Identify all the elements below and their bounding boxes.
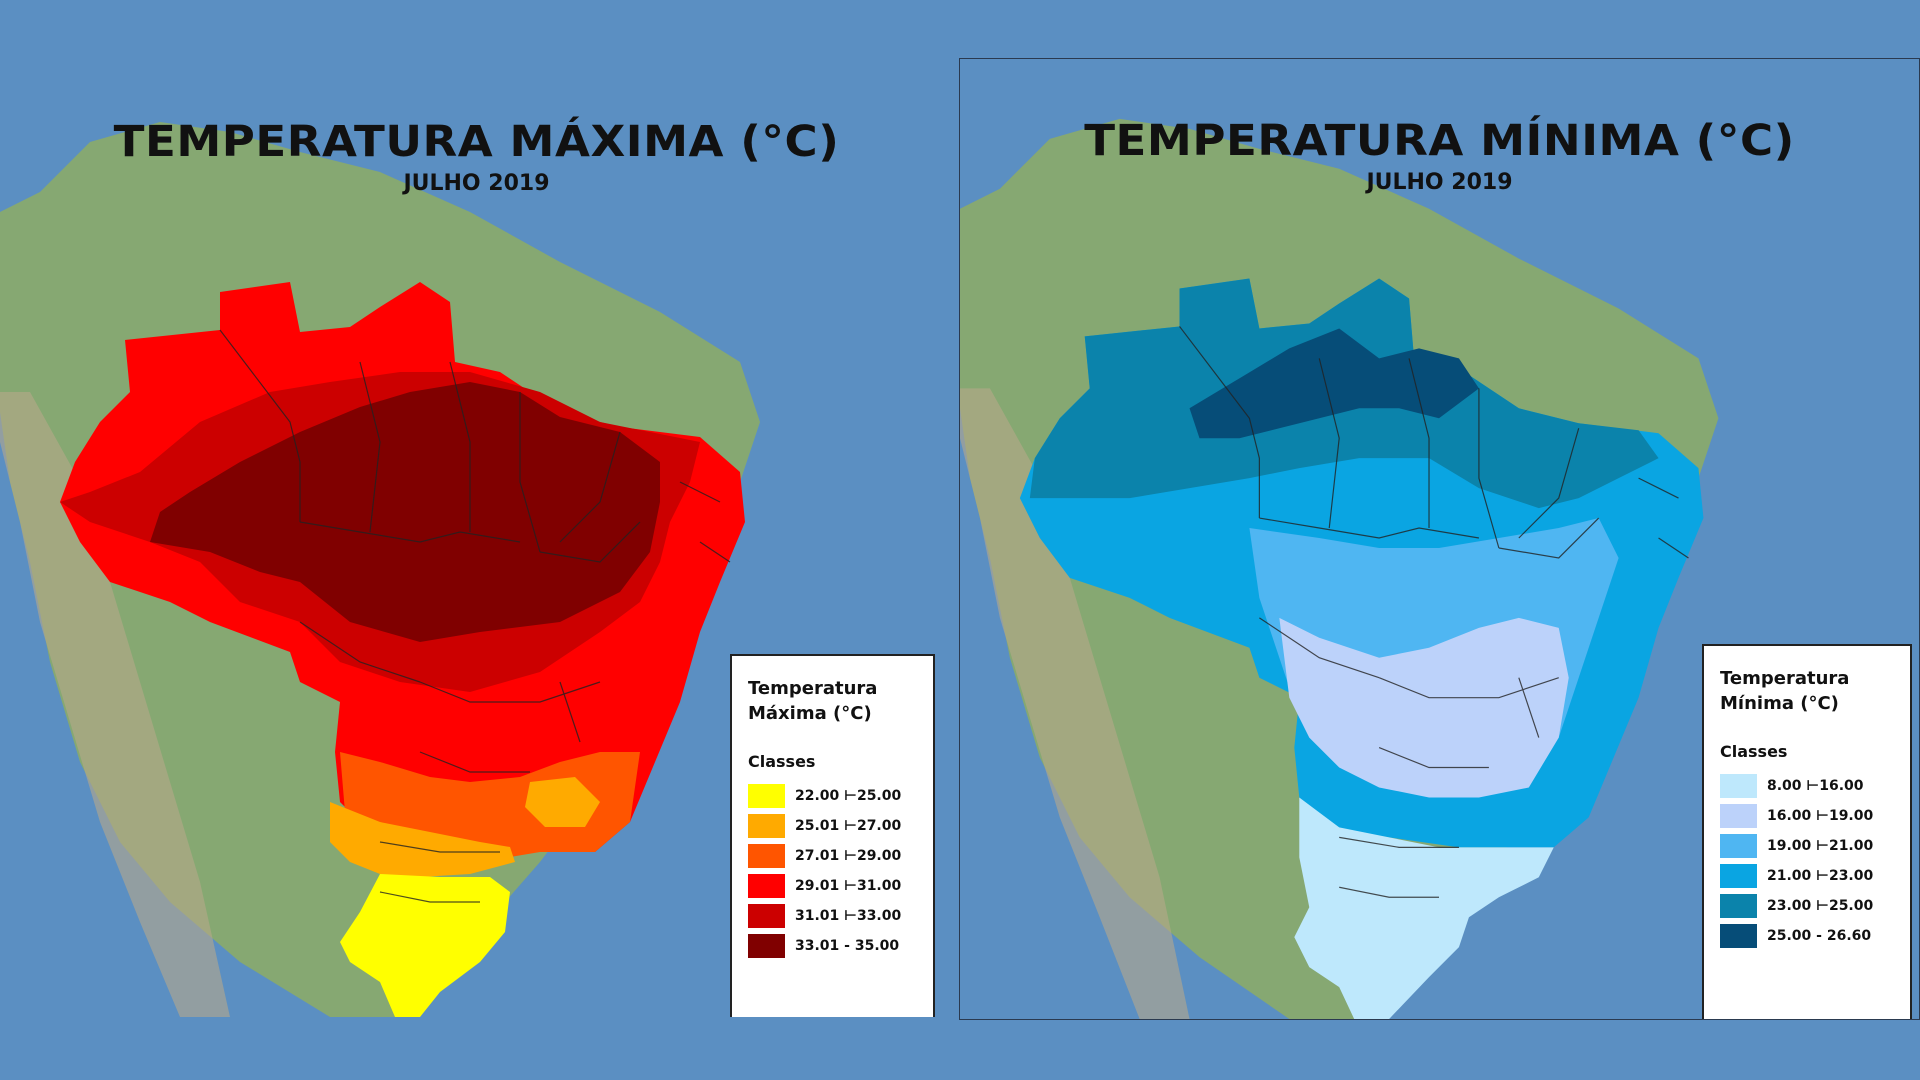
region-16-19 bbox=[1279, 617, 1569, 798]
min-legend-title-line1: Temperatura bbox=[1720, 668, 1850, 689]
max-legend-row: 27.01 ⊢29.00 bbox=[748, 841, 917, 871]
legend-range-label: 33.01 - 35.00 bbox=[795, 938, 900, 954]
legend-range-label: 25.00 - 26.60 bbox=[1767, 928, 1872, 944]
legend-swatch bbox=[1720, 834, 1757, 858]
legend-swatch bbox=[1720, 864, 1757, 888]
legend-range-label: 8.00 ⊢16.00 bbox=[1767, 778, 1864, 794]
min-legend-row: 8.00 ⊢16.00 bbox=[1720, 771, 1894, 801]
state-borders bbox=[1179, 326, 1689, 898]
region-33-35 bbox=[150, 382, 660, 642]
legend-range-label: 29.01 ⊢31.00 bbox=[795, 878, 902, 894]
legend-swatch bbox=[748, 844, 785, 868]
min-title-block: TEMPERATURA MÍNIMA (°C) JULHO 2019 bbox=[960, 116, 1919, 195]
min-map-title: TEMPERATURA MÍNIMA (°C) bbox=[1084, 116, 1795, 166]
legend-swatch bbox=[748, 904, 785, 928]
max-legend-row: 25.01 ⊢27.00 bbox=[748, 811, 917, 841]
legend-range-label: 27.01 ⊢29.00 bbox=[795, 848, 902, 864]
legend-swatch bbox=[1720, 804, 1757, 828]
legend-range-label: 16.00 ⊢19.00 bbox=[1767, 808, 1874, 824]
andes-relief bbox=[0, 392, 230, 1017]
max-legend-row: 31.01 ⊢33.00 bbox=[748, 901, 917, 931]
min-legend-row: 16.00 ⊢19.00 bbox=[1720, 801, 1894, 831]
min-legend-title-line2: Mínima (°C) bbox=[1720, 693, 1839, 714]
legend-range-label: 25.01 ⊢27.00 bbox=[795, 818, 902, 834]
max-legend-title-line2: Máxima (°C) bbox=[748, 703, 872, 724]
max-map-subtitle: JULHO 2019 bbox=[403, 171, 550, 196]
min-legend-classes-label: Classes bbox=[1720, 742, 1788, 761]
min-legend-row: 25.00 - 26.60 bbox=[1720, 921, 1894, 951]
legend-swatch bbox=[1720, 924, 1757, 948]
legend-swatch bbox=[748, 784, 785, 808]
legend-range-label: 23.00 ⊢25.00 bbox=[1767, 898, 1874, 914]
legend-swatch bbox=[748, 934, 785, 958]
max-legend-classes-label: Classes bbox=[748, 752, 816, 771]
legend-swatch bbox=[748, 814, 785, 838]
legend-range-label: 22.00 ⊢25.00 bbox=[795, 788, 902, 804]
legend-range-label: 21.00 ⊢23.00 bbox=[1767, 868, 1874, 884]
min-temperature-map-panel: TEMPERATURA MÍNIMA (°C) JULHO 2019 Tempe… bbox=[959, 58, 1920, 1020]
legend-swatch bbox=[1720, 774, 1757, 798]
max-map-title: TEMPERATURA MÁXIMA (°C) bbox=[113, 117, 840, 167]
region-22-25 bbox=[340, 874, 510, 1017]
max-temperature-map bbox=[0, 62, 953, 1017]
min-temperature-map bbox=[960, 59, 1919, 1019]
state-borders bbox=[219, 329, 731, 903]
region-25-26.6 bbox=[1189, 328, 1479, 439]
region-8-16 bbox=[1294, 797, 1554, 1019]
legend-swatch bbox=[1720, 894, 1757, 918]
max-legend-row: 29.01 ⊢31.00 bbox=[748, 871, 917, 901]
legend-range-label: 31.01 ⊢33.00 bbox=[795, 908, 902, 924]
max-legend-row: 22.00 ⊢25.00 bbox=[748, 781, 917, 811]
min-legend-row: 23.00 ⊢25.00 bbox=[1720, 891, 1894, 921]
legend-swatch bbox=[748, 874, 785, 898]
min-map-subtitle: JULHO 2019 bbox=[1366, 170, 1513, 195]
min-legend: Temperatura Mínima (°C) Classes 8.00 ⊢16… bbox=[1702, 644, 1912, 1019]
andes-relief bbox=[960, 388, 1190, 1019]
legend-range-label: 19.00 ⊢21.00 bbox=[1767, 838, 1874, 854]
region-25-27 bbox=[330, 777, 600, 877]
max-title-block: TEMPERATURA MÁXIMA (°C) JULHO 2019 bbox=[0, 117, 953, 196]
max-legend-title-line1: Temperatura bbox=[748, 678, 878, 699]
max-legend-row: 33.01 - 35.00 bbox=[748, 931, 917, 961]
min-legend-row: 21.00 ⊢23.00 bbox=[1720, 861, 1894, 891]
max-temperature-map-panel: TEMPERATURA MÁXIMA (°C) JULHO 2019 Tempe… bbox=[0, 62, 953, 1017]
max-legend: Temperatura Máxima (°C) Classes 22.00 ⊢2… bbox=[730, 654, 935, 1017]
min-legend-row: 19.00 ⊢21.00 bbox=[1720, 831, 1894, 861]
